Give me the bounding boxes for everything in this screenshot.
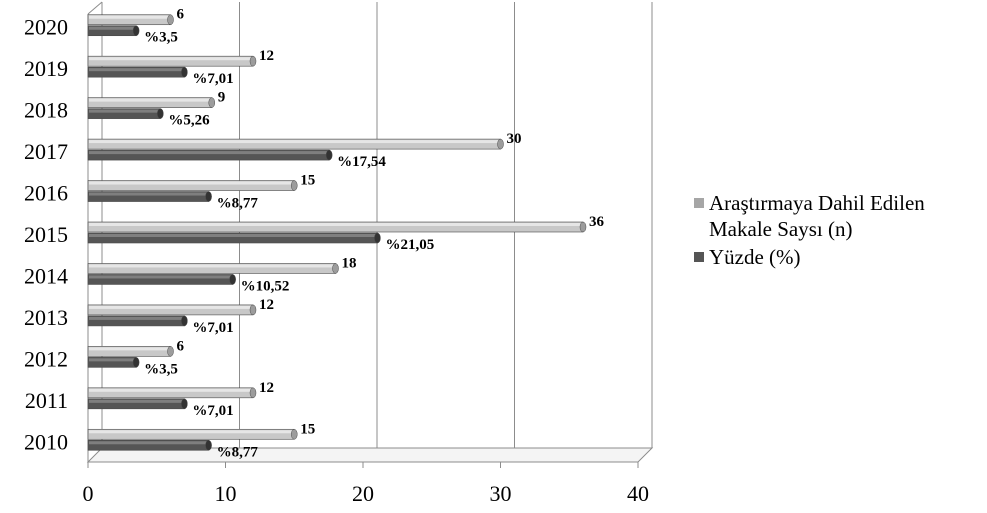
bar-highlight-count-2011 xyxy=(89,388,252,392)
data-label-percent-2014: %10,52 xyxy=(241,278,290,294)
bar-highlight-count-2016 xyxy=(89,181,294,185)
data-label-count-2018: 9 xyxy=(218,90,226,106)
data-label-percent-2016: %8,77 xyxy=(217,196,259,212)
bar-cap-percent-2014 xyxy=(229,274,236,285)
bar-cap-percent-2015 xyxy=(374,232,381,244)
x-tick-label-2: 20 xyxy=(352,481,374,506)
data-label-count-2017: 30 xyxy=(507,131,522,147)
data-label-percent-2019: %7,01 xyxy=(192,71,233,87)
bar-cap-count-2014 xyxy=(332,263,339,274)
left-wall-top-edge xyxy=(87,1,103,15)
data-label-percent-2018: %5,26 xyxy=(168,113,210,129)
bar-highlight-percent-2017 xyxy=(89,151,329,155)
y-tick-label-2019: 2019 xyxy=(24,56,68,81)
y-tick-label-2017: 2017 xyxy=(24,139,68,164)
legend-label-percent: Yüzde (%) xyxy=(709,245,801,269)
data-label-percent-2010: %8,77 xyxy=(217,444,259,460)
bar-highlight-count-2012 xyxy=(89,347,170,351)
data-label-count-2014: 18 xyxy=(342,255,357,271)
y-tick-label-2020: 2020 xyxy=(24,15,68,40)
data-label-count-2016: 15 xyxy=(300,173,315,189)
bar-highlight-count-2018 xyxy=(89,98,211,102)
bar-highlight-count-2010 xyxy=(89,430,294,434)
data-label-percent-2011: %7,01 xyxy=(192,403,233,419)
legend-item-count: Araştırmaya Dahil Edilen Makale Saysı (n… xyxy=(694,190,984,242)
x-tick-label-3: 30 xyxy=(490,481,512,506)
data-label-count-2019: 12 xyxy=(259,48,274,64)
bar-cap-percent-2017 xyxy=(325,149,333,161)
bar-cap-percent-2018 xyxy=(157,108,164,119)
bar-cap-percent-2011 xyxy=(181,398,188,410)
bar-cap-count-2019 xyxy=(249,55,257,67)
y-tick-label-2010: 2010 xyxy=(24,429,68,454)
bar-highlight-percent-2019 xyxy=(89,68,184,72)
bar-highlight-count-2014 xyxy=(89,264,335,268)
y-tick-label-2014: 2014 xyxy=(24,263,68,288)
data-label-percent-2020: %3,5 xyxy=(144,30,178,46)
x-tick-label-4: 40 xyxy=(627,481,649,506)
data-label-percent-2012: %3,5 xyxy=(144,361,178,377)
y-tick-label-2016: 2016 xyxy=(24,181,68,206)
bar-highlight-percent-2018 xyxy=(89,109,160,113)
x-tick-label-1: 10 xyxy=(215,481,237,506)
legend-swatch-percent xyxy=(694,252,704,262)
bar-cap-percent-2016 xyxy=(205,191,212,202)
data-label-count-2012: 6 xyxy=(177,338,185,354)
bar-cap-count-2013 xyxy=(249,304,257,316)
bar-cap-count-2012 xyxy=(167,346,174,357)
y-tick-label-2012: 2012 xyxy=(24,346,68,371)
legend: Araştırmaya Dahil Edilen Makale Saysı (n… xyxy=(694,190,984,272)
bar-highlight-count-2013 xyxy=(89,305,252,309)
bar-cap-count-2017 xyxy=(497,138,504,150)
bar-highlight-percent-2016 xyxy=(89,192,208,196)
bar-highlight-percent-2011 xyxy=(89,399,184,403)
data-label-count-2020: 6 xyxy=(177,7,185,23)
bar-cap-count-2011 xyxy=(249,387,257,399)
bar-highlight-percent-2020 xyxy=(89,26,136,30)
bar-cap-percent-2013 xyxy=(181,315,188,327)
y-tick-label-2018: 2018 xyxy=(24,98,68,123)
y-tick-label-2015: 2015 xyxy=(24,222,68,247)
bar-highlight-count-2015 xyxy=(89,223,582,226)
bar-cap-count-2010 xyxy=(291,429,298,440)
data-label-percent-2015: %21,05 xyxy=(385,237,434,253)
bar-highlight-count-2020 xyxy=(89,15,170,19)
x-tick-label-0: 0 xyxy=(83,481,94,506)
data-label-count-2015: 36 xyxy=(589,214,605,230)
bar-cap-percent-2019 xyxy=(181,66,188,78)
legend-item-percent: Yüzde (%) xyxy=(694,244,984,270)
bar-cap-percent-2012 xyxy=(132,357,140,368)
bar-highlight-percent-2014 xyxy=(89,275,232,279)
bar-highlight-percent-2012 xyxy=(89,358,136,362)
data-label-percent-2017: %17,54 xyxy=(337,154,386,170)
bar-cap-percent-2010 xyxy=(205,440,212,451)
bar-highlight-count-2019 xyxy=(89,57,252,61)
bar-highlight-count-2017 xyxy=(89,140,500,144)
bar-highlight-percent-2010 xyxy=(89,441,208,445)
bar-cap-count-2020 xyxy=(167,14,174,25)
data-label-percent-2013: %7,01 xyxy=(192,320,233,336)
data-label-count-2010: 15 xyxy=(300,421,315,437)
bar-highlight-percent-2013 xyxy=(89,316,184,320)
chart-floor xyxy=(86,447,654,463)
y-tick-label-2013: 2013 xyxy=(24,305,68,330)
data-label-count-2013: 12 xyxy=(259,297,274,313)
bar-cap-count-2018 xyxy=(208,97,215,108)
legend-swatch-count xyxy=(694,198,704,208)
bar-cap-percent-2020 xyxy=(132,25,140,36)
bar-highlight-percent-2015 xyxy=(89,234,377,237)
y-tick-label-2011: 2011 xyxy=(25,388,68,413)
bar-cap-count-2016 xyxy=(291,180,298,191)
bar-cap-count-2015 xyxy=(579,221,587,233)
legend-label-count: Araştırmaya Dahil Edilen Makale Saysı (n… xyxy=(709,191,925,241)
data-label-count-2011: 12 xyxy=(259,380,274,396)
